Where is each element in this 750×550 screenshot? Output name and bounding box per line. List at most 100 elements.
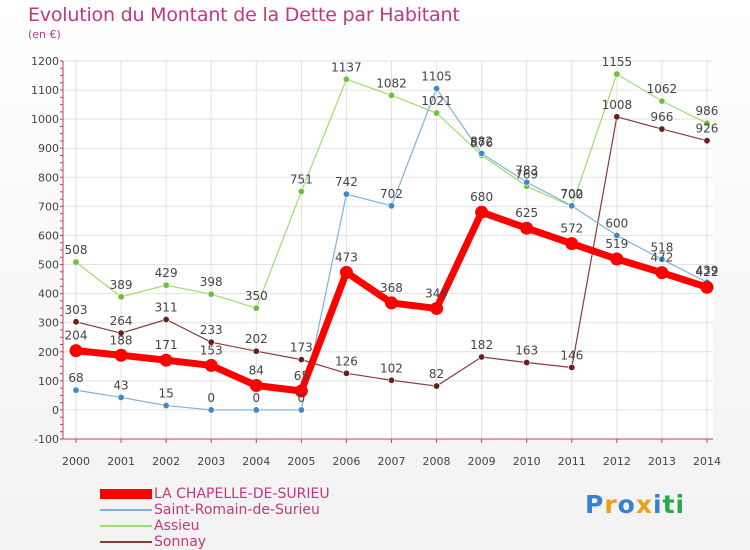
legend-swatch <box>100 541 152 543</box>
data-point <box>568 363 576 371</box>
legend-label: Assieu <box>154 518 200 534</box>
data-label: 43 <box>113 378 128 392</box>
chart-legend: LA CHAPELLE-DE-SURIEU Saint-Romain-de-Sur… <box>100 486 330 550</box>
data-label: 1062 <box>647 82 678 96</box>
data-point <box>207 290 215 298</box>
logo-letter: t <box>662 490 676 519</box>
data-label: 439 <box>696 263 719 277</box>
y-tick-label: 1000 <box>31 113 59 126</box>
data-label: 188 <box>110 333 133 347</box>
data-point <box>613 70 621 78</box>
logo-letter: P <box>585 490 605 519</box>
data-point <box>478 353 486 361</box>
y-tick-label: 900 <box>38 142 59 155</box>
data-point <box>342 75 350 83</box>
data-point <box>568 202 576 210</box>
data-label: 926 <box>696 122 719 136</box>
data-point <box>297 356 305 364</box>
data-point <box>159 353 173 367</box>
legend-label: Sonnay <box>154 534 207 550</box>
data-point <box>294 384 308 398</box>
data-label: 204 <box>65 329 88 343</box>
data-label: 311 <box>155 300 178 314</box>
data-label: 153 <box>200 343 223 357</box>
data-label: 182 <box>470 338 493 352</box>
data-point <box>613 231 621 239</box>
data-point <box>658 125 666 133</box>
data-label: 171 <box>155 338 178 352</box>
data-label: 82 <box>429 367 444 381</box>
data-label: 882 <box>470 134 493 148</box>
data-point <box>297 188 305 196</box>
data-point <box>523 359 531 367</box>
data-label: 349 <box>425 286 448 300</box>
data-point <box>658 97 666 105</box>
logo-letter: o <box>617 490 636 519</box>
data-point <box>162 315 170 323</box>
x-tick-label: 2011 <box>558 455 586 468</box>
y-tick-label: 700 <box>38 200 59 213</box>
logo-letter: r <box>604 490 618 519</box>
data-label: 173 <box>290 341 313 355</box>
data-label: 303 <box>65 303 88 317</box>
legend-item: LA CHAPELLE-DE-SURIEU <box>100 486 330 502</box>
data-label: 680 <box>470 190 493 204</box>
data-label: 398 <box>200 275 223 289</box>
y-tick-label: 0 <box>52 404 59 417</box>
data-label: 163 <box>515 344 538 358</box>
data-point <box>72 318 80 326</box>
data-point <box>478 149 486 157</box>
data-label: 1021 <box>421 94 452 108</box>
y-tick-label: 200 <box>38 346 59 359</box>
data-label: 702 <box>560 187 583 201</box>
data-label: 146 <box>560 348 583 362</box>
data-point <box>162 402 170 410</box>
data-point <box>162 281 170 289</box>
data-label: 102 <box>380 361 403 375</box>
logo-letter: x <box>635 490 653 519</box>
data-point <box>114 348 128 362</box>
data-point <box>72 386 80 394</box>
data-point <box>204 358 218 372</box>
data-point <box>433 85 441 93</box>
data-point <box>117 329 125 337</box>
data-point <box>117 393 125 401</box>
x-tick-label: 2001 <box>107 455 135 468</box>
data-label: 1105 <box>421 70 452 84</box>
y-tick-label: 600 <box>38 229 59 242</box>
data-label: 473 <box>335 250 358 264</box>
data-label: 518 <box>650 240 673 254</box>
data-label: 702 <box>380 187 403 201</box>
data-label: 233 <box>200 323 223 337</box>
y-tick-label: 400 <box>38 288 59 301</box>
logo-letter: i <box>653 490 663 519</box>
data-label: 742 <box>335 175 358 189</box>
data-label: 422 <box>696 265 719 279</box>
data-label: 1137 <box>331 60 362 74</box>
data-label: 429 <box>155 266 178 280</box>
data-label: 986 <box>696 104 719 118</box>
data-label: 1008 <box>602 98 633 112</box>
logo-letter: i <box>675 490 686 519</box>
data-label: 1082 <box>376 76 407 90</box>
chart-title: Evolution du Montant de la Dette par Hab… <box>28 4 460 26</box>
data-label: 0 <box>207 391 215 405</box>
legend-swatch <box>100 509 152 511</box>
data-label: 508 <box>65 243 88 257</box>
data-label: 625 <box>515 206 538 220</box>
y-tick-label: 500 <box>38 259 59 272</box>
x-tick-label: 2013 <box>648 455 676 468</box>
data-point <box>342 190 350 198</box>
data-point <box>703 119 711 127</box>
data-point <box>430 301 444 315</box>
data-point <box>658 255 666 263</box>
data-label: 84 <box>249 363 264 377</box>
chart-unit-label: (en €) <box>28 28 61 41</box>
data-point <box>387 376 395 384</box>
data-point <box>117 293 125 301</box>
data-label: 876 <box>470 136 493 150</box>
legend-swatch <box>100 525 152 527</box>
data-point <box>69 344 83 358</box>
data-point <box>387 91 395 99</box>
data-point <box>297 406 305 414</box>
